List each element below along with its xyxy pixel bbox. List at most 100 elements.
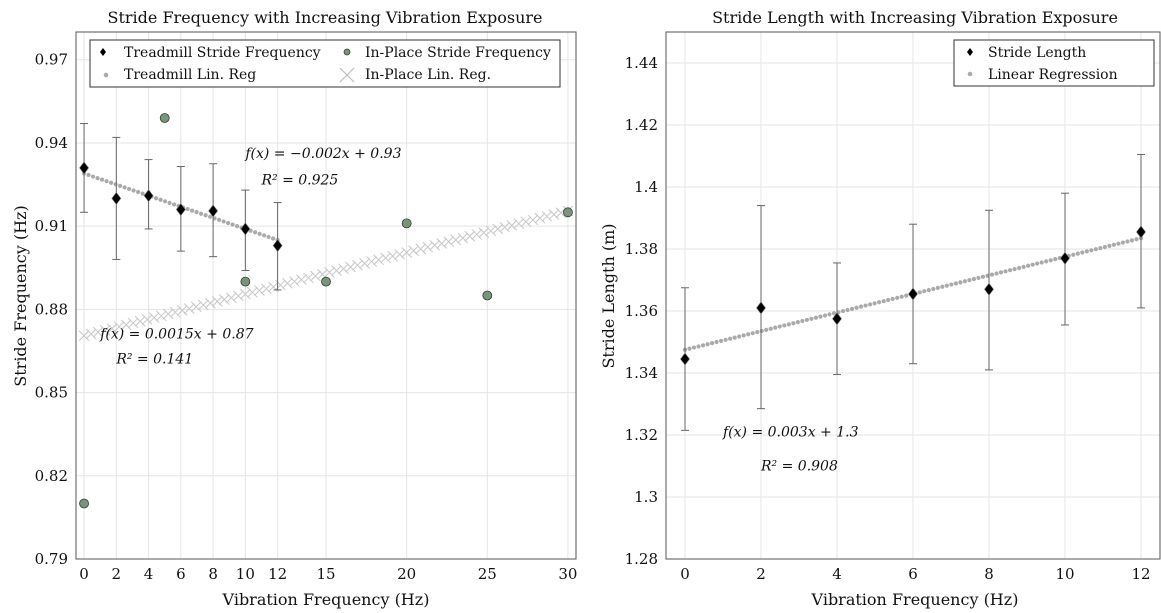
circle-marker-icon <box>343 48 351 56</box>
annotation-text: f(x) = −0.002x + 0.93 <box>244 146 401 162</box>
annotation-text: f(x) = 0.003x + 1.3 <box>722 425 859 441</box>
data-point <box>756 301 766 315</box>
y-tick-label: 1.44 <box>625 54 658 72</box>
regression-dot <box>795 320 800 325</box>
regression-x-marker <box>429 239 441 251</box>
legend-item-treadmill-lin-reg: Treadmill Lin. Reg <box>103 67 256 83</box>
x-tick-label: 6 <box>908 565 918 583</box>
regression-x-marker <box>92 326 104 338</box>
regression-x-marker <box>134 315 146 327</box>
x-tick-label: 0 <box>680 565 690 583</box>
regression-dot <box>162 199 168 204</box>
legend: Stride Length Linear Regression <box>953 39 1155 87</box>
diamond-marker-icon <box>100 48 106 56</box>
x-tick-label: 4 <box>832 565 842 583</box>
y-axis-label: Stride Frequency (Hz) <box>11 205 30 386</box>
regression-x-marker <box>338 263 349 275</box>
legend-label: Linear Regression <box>988 67 1118 83</box>
regression-dot <box>122 185 127 190</box>
regression-x-marker <box>534 212 546 224</box>
regression-dot <box>153 196 159 201</box>
diamond-marker-icon <box>967 48 973 56</box>
x-tick-label: 4 <box>144 565 154 583</box>
regression-dot <box>764 327 769 332</box>
regression-dot <box>1120 240 1126 245</box>
regression-x-marker <box>541 210 553 222</box>
regression-x-marker <box>520 216 532 228</box>
y-tick-label: 1.4 <box>634 178 658 196</box>
regression-dot <box>931 286 936 292</box>
regression-x-marker <box>183 303 195 314</box>
regression-dot <box>863 303 868 308</box>
regression-dot <box>976 275 981 281</box>
regression-dot <box>1039 260 1044 265</box>
regression-dot <box>922 289 927 294</box>
regression-x-marker <box>394 248 405 260</box>
data-point <box>984 282 994 296</box>
stride-frequency-chart: Stride Frequency with Increasing Vibrati… <box>11 8 577 609</box>
regression-dot <box>768 326 773 331</box>
regression-x-marker <box>106 323 118 334</box>
regression-dot <box>135 189 141 195</box>
regression-x-marker <box>499 221 511 233</box>
regression-dot <box>728 336 733 341</box>
y-tick-label: 0.82 <box>35 467 68 485</box>
regression-x-marker <box>211 295 223 307</box>
regression-x-marker <box>282 277 293 289</box>
regression-x-marker <box>359 258 370 269</box>
regression-dot <box>117 183 123 188</box>
regression-x-marker <box>415 243 427 255</box>
regression-dot <box>980 274 986 279</box>
regression-dot <box>216 217 222 223</box>
y-tick-label: 1.32 <box>625 426 658 444</box>
legend-label: Treadmill Lin. Reg <box>124 67 256 83</box>
data-points <box>680 153 1146 431</box>
regression-x-marker <box>485 225 497 237</box>
x-tick-label: 2 <box>112 565 122 583</box>
stride-length-chart: Stride Length with Increasing Vibration … <box>599 8 1161 609</box>
plot-area-frame <box>665 31 1161 560</box>
regression-dot <box>1030 262 1035 267</box>
regression-dot <box>971 276 977 282</box>
regression-x-marker <box>478 227 490 238</box>
regression-dot <box>773 325 778 330</box>
regression-dot <box>935 285 940 290</box>
regression-dot <box>1111 242 1117 247</box>
y-tick-label: 0.94 <box>35 134 68 152</box>
y-tick-label: 1.36 <box>625 302 658 320</box>
chart-title: Stride Frequency with Increasing Vibrati… <box>107 8 542 27</box>
regression-dot <box>167 200 172 205</box>
regression-dot <box>967 278 972 283</box>
regression-x-marker <box>464 230 476 242</box>
regression-dot <box>700 343 706 348</box>
regression-dot <box>104 179 109 184</box>
data-point <box>401 218 412 229</box>
regression-dot <box>113 182 118 187</box>
data-point <box>175 203 186 217</box>
regression-dot <box>868 302 873 307</box>
regression-dot <box>189 208 195 213</box>
data-point <box>143 189 154 203</box>
regression-dot <box>940 284 945 289</box>
regression-dot <box>858 304 864 309</box>
regression-x-marker <box>408 245 420 257</box>
legend-item-stride-length: Stride Length <box>967 45 1086 61</box>
regression-x-marker <box>275 279 286 291</box>
regression-lines <box>78 171 574 342</box>
dot-marker-icon <box>103 72 109 78</box>
regression-dot <box>732 335 737 340</box>
regression-dot <box>872 301 877 306</box>
regression-x-marker <box>387 250 398 262</box>
regression-dot <box>719 338 724 344</box>
regression-x-marker <box>225 292 237 304</box>
regression-dot <box>1107 243 1112 248</box>
data-point <box>240 222 251 236</box>
regression-dot <box>203 213 208 218</box>
regression-dot <box>86 172 91 178</box>
regression-dot <box>1026 263 1031 268</box>
regression-x-marker <box>190 301 202 313</box>
regression-x-marker <box>261 283 272 295</box>
regression-dot <box>994 271 999 276</box>
regression-dot <box>230 222 235 227</box>
